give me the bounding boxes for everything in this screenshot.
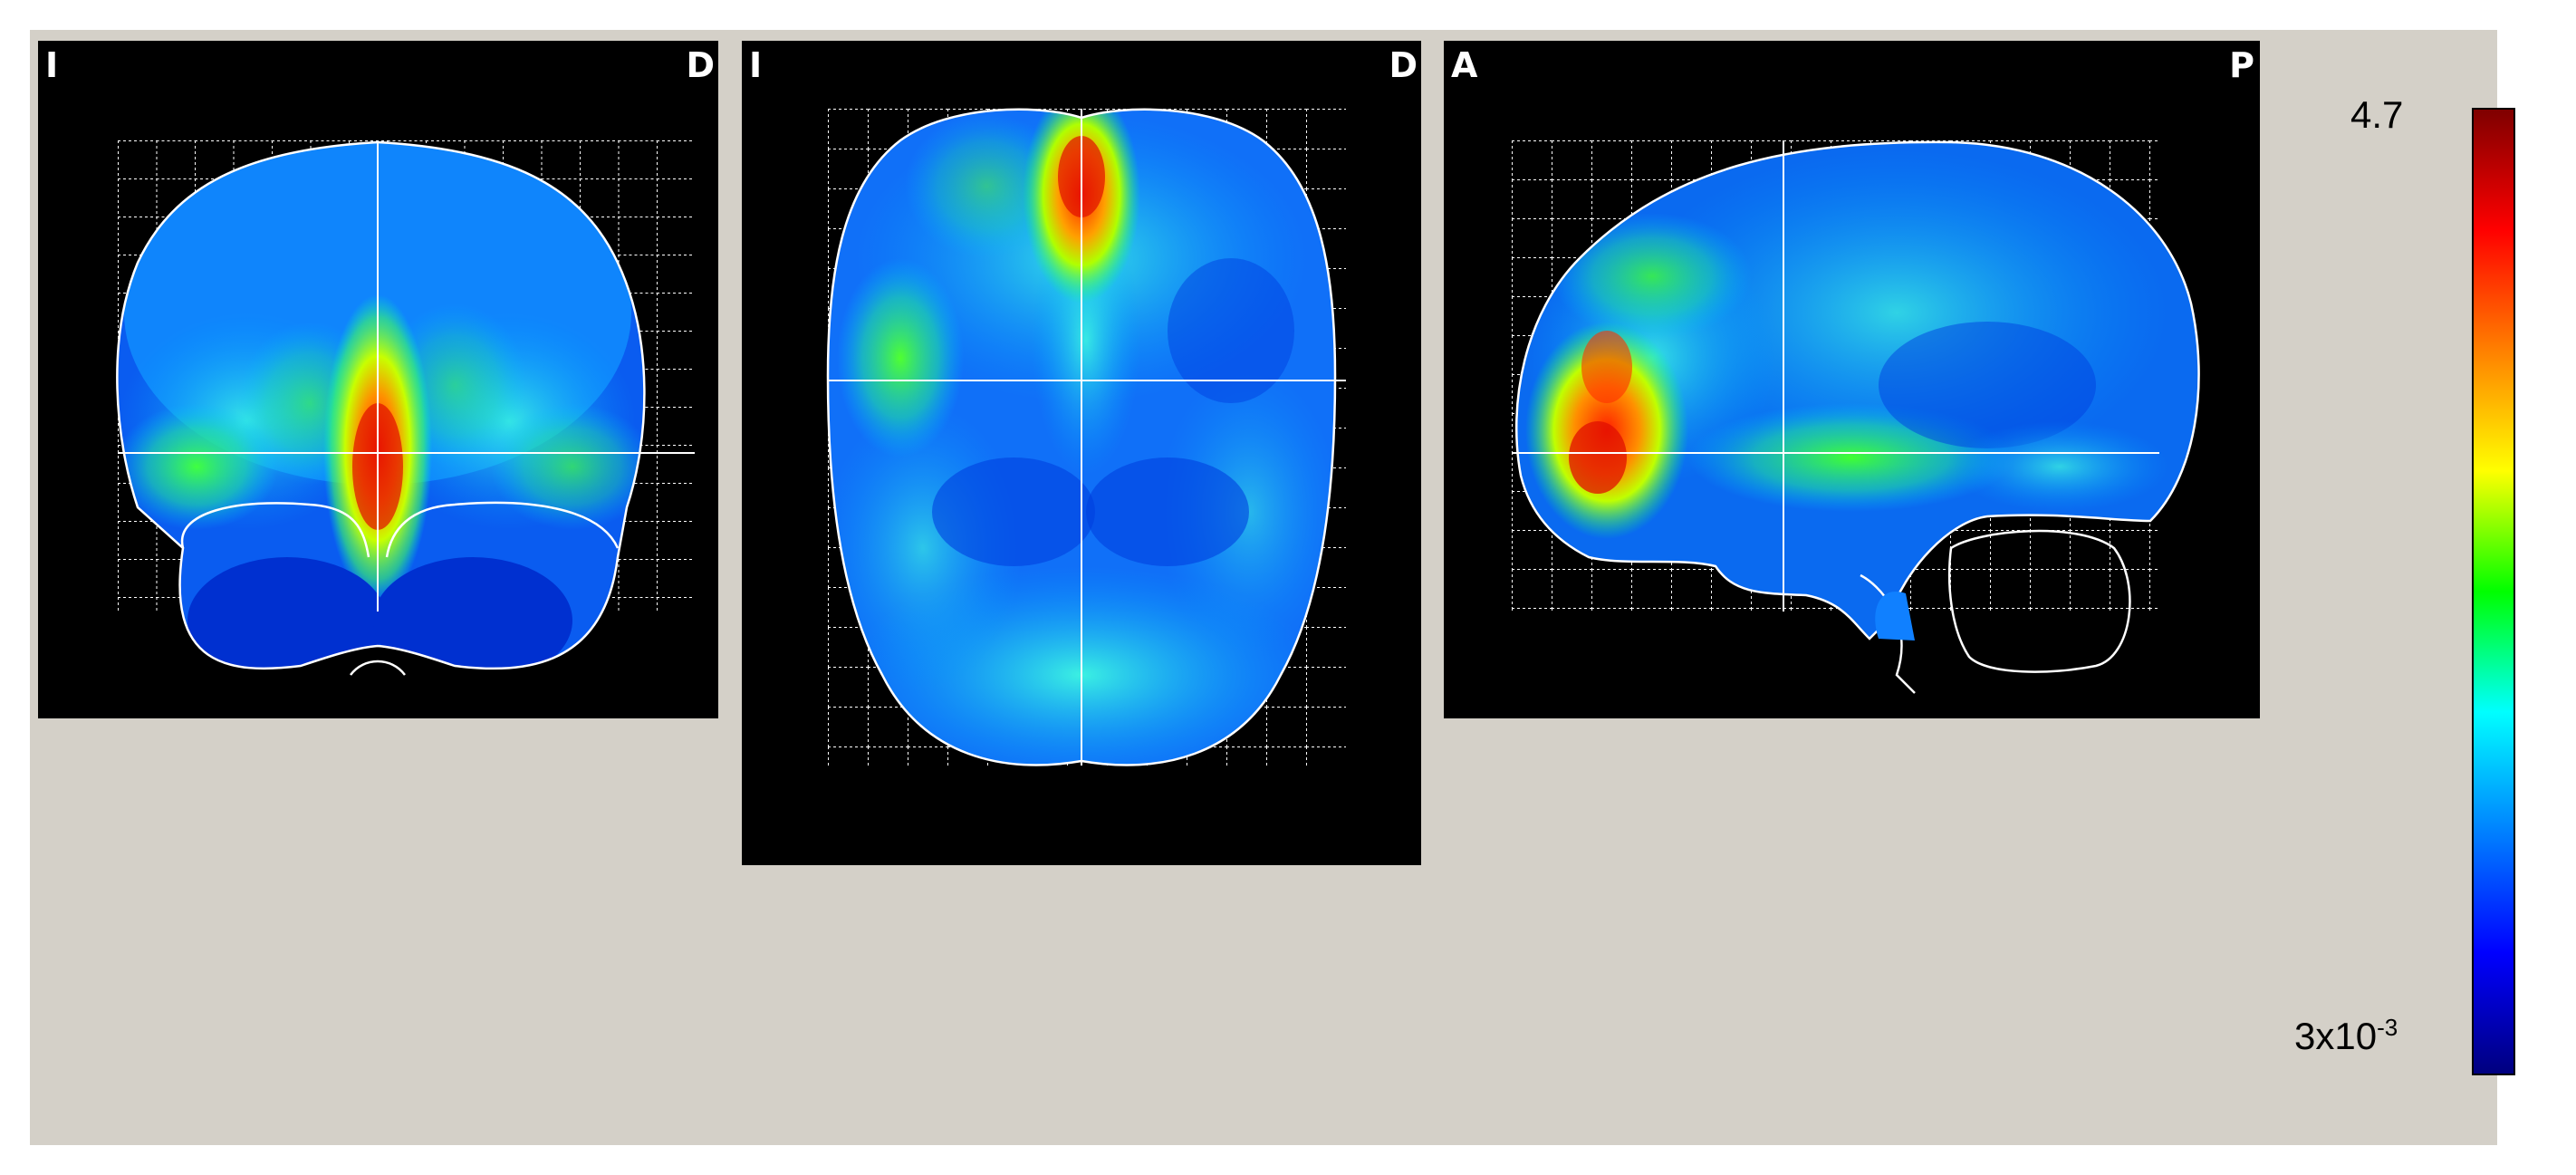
colorbar-min-exponent: -3: [2377, 1014, 2398, 1041]
colorbar: [2472, 108, 2515, 1075]
sagittal-view-panel: A P: [1444, 41, 2260, 718]
colorbar-min-base: 3x10: [2294, 1015, 2378, 1057]
coronal-left-label: I: [45, 45, 59, 85]
axial-right-label: D: [1389, 45, 1418, 85]
sagittal-left-label: A: [1451, 45, 1478, 85]
axial-left-label: I: [749, 45, 763, 85]
coronal-view-panel: I D: [38, 41, 718, 718]
coronal-brain-map: [116, 140, 695, 676]
colorbar-min-label: 3x10-3: [2294, 1014, 2398, 1058]
axial-view-panel: I D: [742, 41, 1421, 865]
sagittal-brain-map: [1512, 140, 2200, 694]
coronal-right-label: D: [686, 45, 715, 85]
axial-brain-map: [826, 108, 1346, 766]
figure-frame: I D: [30, 30, 2515, 1145]
sagittal-right-label: P: [2229, 45, 2254, 85]
colorbar-max-label: 4.7: [2350, 93, 2404, 136]
